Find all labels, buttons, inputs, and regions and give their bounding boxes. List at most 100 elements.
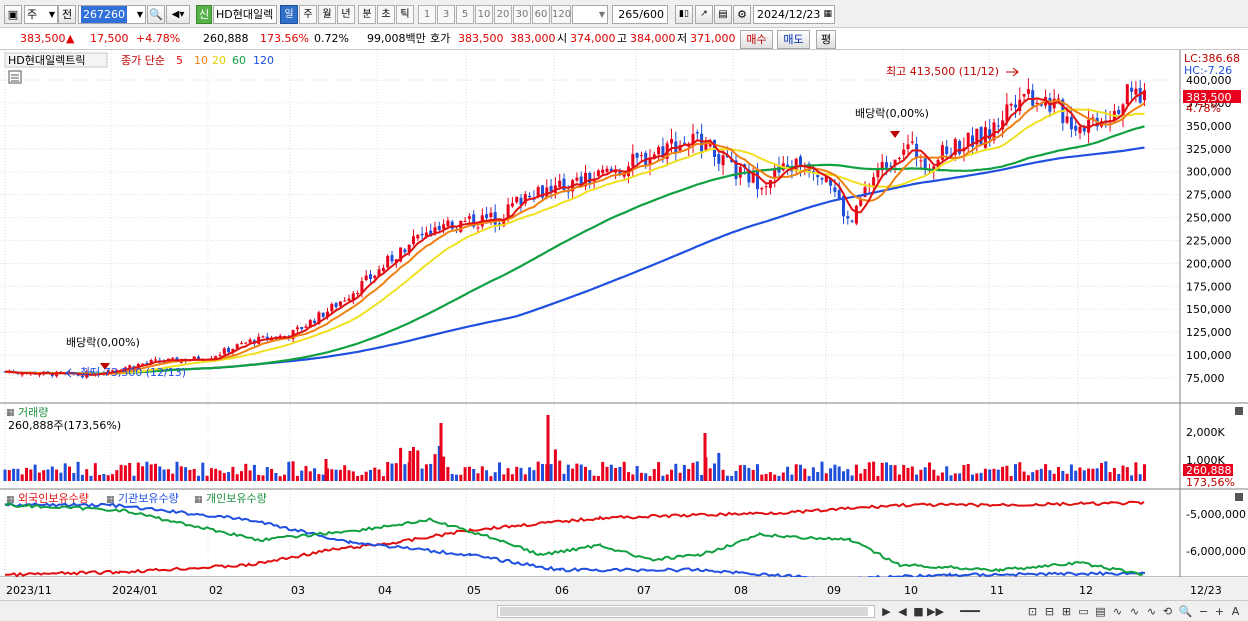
buy-button[interactable]: 매수 [740, 30, 773, 49]
volume-bar [811, 467, 815, 481]
period-day[interactable]: 일 [280, 5, 298, 24]
interval-3[interactable]: 3 [437, 5, 455, 24]
draw-icon[interactable]: ∿ [1146, 605, 1157, 618]
chart-area[interactable]: HD현대일렉트릭 종가 단순 5 10 20 60 120 LC:386.68 … [0, 50, 1248, 600]
calendar-icon[interactable]: ▦ [823, 9, 832, 19]
play-icon[interactable]: ▶ [882, 605, 891, 618]
volume-bar [1108, 472, 1112, 481]
gear-icon[interactable]: ⚙ [733, 5, 751, 24]
candle-body [1039, 104, 1043, 106]
interval-60[interactable]: 60 [532, 5, 550, 24]
moving-averages [4, 90, 1146, 376]
interval-120[interactable]: 120 [551, 5, 571, 24]
candle-body [923, 158, 927, 169]
volume-bar [541, 464, 544, 481]
volume-bar [661, 475, 665, 481]
candle-body [541, 185, 544, 198]
period-week[interactable]: 주 [299, 5, 317, 24]
code-input[interactable]: 267260 ▼ [78, 5, 146, 24]
zoom-slider-icon[interactable]: ━━━ [960, 605, 980, 618]
volume-bar [252, 464, 256, 481]
panel-drag-icon[interactable]: ▦ [6, 408, 15, 418]
bid-price: 383,500 [458, 32, 504, 45]
layout-icon[interactable]: ⊟ [1044, 605, 1055, 618]
layout-icon[interactable]: ▭ [1078, 605, 1089, 618]
interval-1[interactable]: 1 [418, 5, 436, 24]
quote-bar: 383,500 ▲ 17,500 +4.78% 260,888 173.56% … [0, 28, 1248, 50]
volume-bar [1014, 464, 1017, 481]
reset-icon[interactable]: ⟲ [1162, 605, 1173, 618]
candle-body [197, 356, 200, 361]
panel-drag-icon[interactable]: ▦ [106, 495, 115, 505]
text-tool-icon[interactable]: A [1231, 605, 1240, 618]
candle-body [343, 300, 347, 302]
zoom-in-icon[interactable]: + [1214, 605, 1225, 618]
sell-button[interactable]: 매도 [777, 30, 810, 49]
volume-bar [1112, 467, 1116, 481]
candle-body [824, 176, 828, 182]
volume-bar [291, 461, 295, 481]
step-back-icon[interactable]: ◀ [898, 605, 907, 618]
layout-icon[interactable]: ▤ [1095, 605, 1106, 618]
draw-icon[interactable]: ∿ [1112, 605, 1123, 618]
layout-icon[interactable]: ⊞ [1061, 605, 1072, 618]
volume-bar [988, 469, 992, 481]
candle-body [605, 168, 609, 173]
interval-20[interactable]: 20 [494, 5, 512, 24]
period-year[interactable]: 년 [337, 5, 355, 24]
candle-body [876, 169, 880, 178]
draw-icon[interactable]: ∿ [1129, 605, 1140, 618]
date-field[interactable]: 2024/12/23 ▦ [753, 5, 835, 24]
zoom-out-icon[interactable]: − [1198, 605, 1209, 618]
horizontal-scrollbar[interactable] [497, 605, 875, 618]
chevron-down-icon[interactable]: ▼ [598, 10, 605, 19]
candle-body [317, 312, 321, 325]
stop-icon[interactable]: ■ [913, 605, 924, 618]
candle-type-icon[interactable]: ▮▯ [675, 5, 693, 24]
zoom-icon[interactable]: 🔍 [1178, 605, 1193, 618]
market-select[interactable]: 주 ▼ [24, 5, 58, 24]
candle-body [549, 185, 553, 192]
chart-svg[interactable]: HD현대일렉트릭 종가 단순 5 10 20 60 120 LC:386.68 … [0, 50, 1248, 600]
price-title-box[interactable] [4, 52, 108, 68]
chevron-down-icon[interactable]: ▼ [136, 10, 143, 19]
candle-body [498, 223, 501, 225]
eval-button[interactable]: 평 [816, 30, 836, 49]
chevron-down-icon[interactable]: ▼ [48, 10, 55, 19]
volume-bar [68, 466, 71, 481]
interval-5[interactable]: 5 [456, 5, 474, 24]
interval-custom-select[interactable]: ▼ [572, 5, 608, 24]
table-toggle-icon[interactable] [8, 70, 22, 84]
period-tick[interactable]: 틱 [396, 5, 414, 24]
interval-10[interactable]: 10 [475, 5, 493, 24]
range-button[interactable]: 전 [58, 5, 76, 24]
candle-body [1121, 104, 1125, 116]
close-panel-icon[interactable] [1235, 407, 1243, 415]
period-minute[interactable]: 분 [358, 5, 376, 24]
search-icon[interactable]: 🔍 [147, 5, 165, 24]
interval-30[interactable]: 30 [513, 5, 531, 24]
drawing-tool-icon[interactable]: ↗ [695, 5, 713, 24]
count-field[interactable]: 265/600 [612, 5, 668, 24]
volume-bar [936, 475, 940, 481]
volume-bar [584, 466, 587, 481]
volume-bar [923, 467, 927, 481]
fast-forward-icon[interactable]: ▶▶ [927, 605, 944, 618]
volume-bar [506, 468, 510, 481]
panel-drag-icon[interactable]: ▦ [6, 495, 15, 505]
close-panel-icon[interactable] [1235, 493, 1243, 501]
stock-name-field[interactable]: HD현대일렉 [213, 5, 277, 24]
volume-bar [1018, 462, 1022, 481]
volume-bar [106, 475, 110, 481]
period-second[interactable]: 초 [377, 5, 395, 24]
save-icon[interactable]: ▤ [714, 5, 732, 24]
window-menu-icon[interactable]: ▣ [4, 5, 22, 24]
scroll-thumb[interactable] [500, 607, 868, 616]
volume-bar [635, 466, 639, 481]
period-month[interactable]: 월 [318, 5, 336, 24]
volume-bar [214, 468, 218, 481]
candle-body [536, 187, 540, 197]
panel-drag-icon[interactable]: ▦ [194, 495, 203, 505]
layout-icon[interactable]: ⊡ [1027, 605, 1038, 618]
speaker-icon[interactable]: ◀▾ [166, 5, 190, 24]
